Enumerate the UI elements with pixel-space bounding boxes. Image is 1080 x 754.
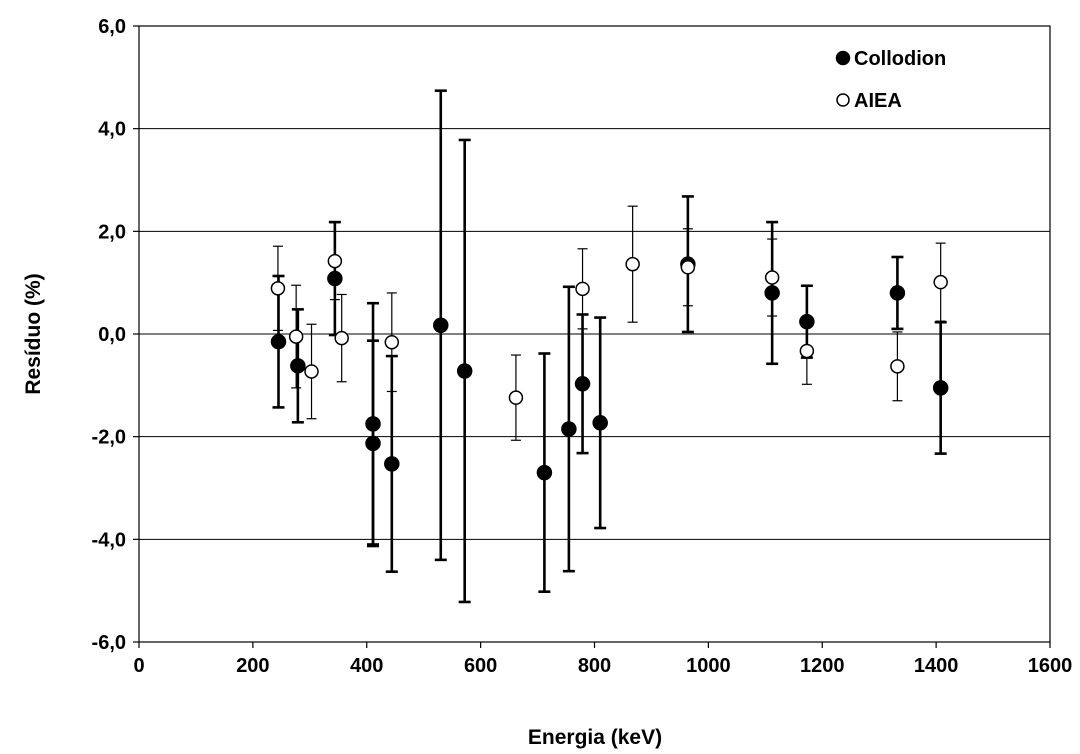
data-points	[270, 253, 949, 481]
data-point-collodion	[799, 313, 815, 330]
x-tick-label: 600	[464, 655, 497, 677]
data-point-collodion	[592, 415, 608, 431]
x-tick-label: 0	[133, 655, 144, 677]
y-tick-label: -4,0	[92, 529, 126, 551]
data-point-aiea	[933, 274, 948, 290]
data-point-collodion	[456, 363, 473, 379]
data-point-aiea	[288, 329, 304, 344]
data-point-aiea	[304, 364, 319, 379]
x-tick-label: 1600	[1028, 655, 1073, 677]
x-tick-label: 400	[350, 655, 383, 677]
x-tick-label: 1000	[686, 655, 731, 677]
data-point-collodion	[561, 421, 577, 437]
data-point-collodion	[384, 456, 400, 472]
x-tick-label: 800	[578, 655, 611, 677]
data-point-aiea	[625, 256, 640, 272]
y-tick-label: 2,0	[98, 221, 126, 243]
data-point-collodion	[365, 416, 381, 432]
axes	[133, 25, 1051, 648]
y-tick-label: -6,0	[92, 632, 126, 654]
y-tick-label: 6,0	[98, 16, 126, 38]
data-point-collodion	[270, 333, 287, 350]
data-point-collodion	[365, 435, 381, 452]
data-point-collodion	[932, 380, 949, 396]
data-point-aiea	[890, 359, 905, 374]
data-point-collodion	[889, 285, 906, 301]
y-axis-title: Resíduo (%)	[22, 273, 45, 394]
y-tick-label: 4,0	[98, 119, 126, 141]
data-point-collodion	[764, 285, 780, 301]
data-point-aiea	[327, 253, 343, 269]
legend-marker-aiea	[836, 93, 850, 107]
x-axis-title: Energia (keV)	[528, 726, 662, 749]
data-point-collodion	[327, 270, 343, 287]
data-point-aiea	[575, 281, 590, 297]
legend-label-collodion: Collodion	[854, 48, 946, 70]
data-point-aiea	[384, 334, 400, 350]
y-tick-label: -2,0	[92, 427, 126, 449]
tick-labels: 0 200 400 600 800 1000 1200 1400 1600 -6,0 -4,0 -2,…	[92, 16, 1073, 677]
data-point-collodion	[433, 317, 449, 334]
data-point-aiea	[799, 343, 815, 359]
legend-marker-collodion	[835, 50, 851, 66]
x-tick-label: 1400	[914, 655, 959, 677]
data-point-aiea	[680, 260, 696, 275]
x-tick-label: 1200	[800, 655, 845, 677]
legend: Collodion AIEA	[835, 48, 946, 112]
data-point-aiea	[764, 270, 780, 285]
x-tick-label: 200	[236, 655, 269, 677]
data-point-aiea	[334, 330, 349, 346]
y-tick-label: 0,0	[98, 324, 126, 346]
data-point-collodion	[290, 358, 306, 374]
data-point-collodion	[574, 376, 591, 392]
data-point-aiea	[270, 281, 286, 296]
legend-label-aiea: AIEA	[854, 90, 902, 112]
data-point-aiea	[508, 390, 524, 405]
data-point-collodion	[536, 464, 553, 481]
